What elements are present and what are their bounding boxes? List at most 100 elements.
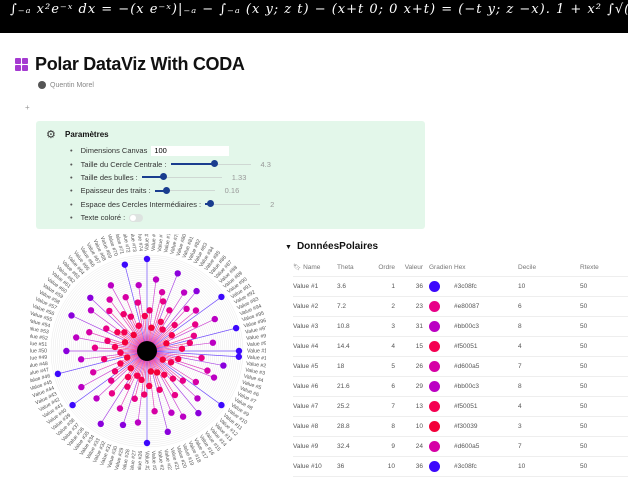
cell[interactable]: #d600a5 bbox=[454, 436, 518, 457]
cell[interactable]: 32.4 bbox=[337, 436, 371, 457]
cell[interactable]: 18 bbox=[337, 356, 371, 377]
table-title[interactable]: ▼ DonnéesPolaires bbox=[285, 241, 378, 252]
cell[interactable]: 50 bbox=[580, 376, 628, 397]
gradient-cell[interactable] bbox=[429, 356, 454, 377]
cell[interactable]: #d600a5 bbox=[454, 356, 518, 377]
central-circle-size-slider[interactable] bbox=[170, 160, 251, 168]
gradient-cell[interactable] bbox=[429, 396, 454, 417]
cell[interactable]: #3c08fc bbox=[454, 456, 518, 477]
cell[interactable]: Value #6 bbox=[293, 376, 337, 397]
cell[interactable]: 36 bbox=[401, 276, 429, 297]
cell[interactable]: 3 bbox=[518, 416, 580, 437]
cell[interactable]: 50 bbox=[580, 436, 628, 457]
cell[interactable]: 7 bbox=[518, 356, 580, 377]
cell[interactable]: Value #5 bbox=[293, 356, 337, 377]
cell[interactable]: 50 bbox=[580, 316, 628, 337]
gradient-cell[interactable] bbox=[429, 416, 454, 437]
cell[interactable]: 29 bbox=[401, 376, 429, 397]
cell[interactable]: #3c08fc bbox=[454, 276, 518, 297]
cell[interactable]: 9 bbox=[371, 436, 401, 457]
cell[interactable]: #f50051 bbox=[454, 336, 518, 357]
cell[interactable]: 4 bbox=[371, 336, 401, 357]
gradient-cell[interactable] bbox=[429, 296, 454, 317]
cell[interactable]: 1 bbox=[371, 276, 401, 297]
cell[interactable]: 4 bbox=[518, 396, 580, 417]
cell[interactable]: 10 bbox=[401, 416, 429, 437]
cell[interactable]: #f50051 bbox=[454, 396, 518, 417]
cell[interactable]: 50 bbox=[580, 416, 628, 437]
cell[interactable]: 26 bbox=[401, 356, 429, 377]
bubble-size-slider[interactable] bbox=[141, 173, 222, 181]
cell[interactable]: 13 bbox=[401, 396, 429, 417]
column-header-decile[interactable]: Decile bbox=[518, 259, 580, 277]
gradient-cell[interactable] bbox=[429, 456, 454, 477]
column-header-hex[interactable]: Hex bbox=[454, 259, 518, 277]
cell[interactable]: 6 bbox=[371, 376, 401, 397]
table-row[interactable]: Value #1 3.6 1 36 #3c08fc 10 50 bbox=[293, 276, 628, 297]
table-row[interactable]: Value #4 14.4 4 15 #f50051 4 50 bbox=[293, 336, 628, 357]
cell[interactable]: 8 bbox=[518, 316, 580, 337]
cell[interactable]: 4 bbox=[518, 336, 580, 357]
column-header-name[interactable]: 🔖︎ Name bbox=[293, 259, 337, 277]
cell[interactable]: #bb00c3 bbox=[454, 376, 518, 397]
intermediate-circle-spacing-slider[interactable] bbox=[205, 200, 261, 208]
cell[interactable]: #e80087 bbox=[454, 296, 518, 317]
cell[interactable]: 5 bbox=[371, 356, 401, 377]
gradient-cell[interactable] bbox=[429, 436, 454, 457]
column-header-gradien[interactable]: Gradien bbox=[429, 259, 454, 277]
cell[interactable]: 36 bbox=[337, 456, 371, 477]
cell[interactable]: Value #1 bbox=[293, 276, 337, 297]
table-row[interactable]: Value #3 10.8 3 31 #bb00c3 8 50 bbox=[293, 316, 628, 337]
colored-text-toggle[interactable] bbox=[129, 213, 144, 222]
author[interactable]: Quentin Morel bbox=[38, 81, 94, 89]
cell[interactable]: 7.2 bbox=[337, 296, 371, 317]
gradient-cell[interactable] bbox=[429, 276, 454, 297]
cell[interactable]: 50 bbox=[580, 336, 628, 357]
cell[interactable]: 24 bbox=[401, 436, 429, 457]
collapse-triangle-icon[interactable]: ▼ bbox=[285, 244, 292, 251]
cell[interactable]: 3.6 bbox=[337, 276, 371, 297]
cell[interactable]: 25.2 bbox=[337, 396, 371, 417]
cell[interactable]: Value #9 bbox=[293, 436, 337, 457]
cell[interactable]: 50 bbox=[580, 456, 628, 477]
cell[interactable]: Value #3 bbox=[293, 316, 337, 337]
table-row[interactable]: Value #7 25.2 7 13 #f50051 4 50 bbox=[293, 396, 628, 417]
cell[interactable]: 6 bbox=[518, 296, 580, 317]
cell[interactable]: 10 bbox=[518, 456, 580, 477]
cell[interactable]: Value #2 bbox=[293, 296, 337, 317]
cell[interactable]: Value #7 bbox=[293, 396, 337, 417]
table-row[interactable]: Value #9 32.4 9 24 #d600a5 7 50 bbox=[293, 436, 628, 457]
cell[interactable]: 7 bbox=[371, 396, 401, 417]
cell[interactable]: 31 bbox=[401, 316, 429, 337]
cell[interactable]: Value #10 bbox=[293, 456, 337, 477]
cell[interactable]: 10 bbox=[371, 456, 401, 477]
canvas-dimensions-input[interactable] bbox=[151, 145, 230, 156]
column-header-theta[interactable]: Theta bbox=[337, 259, 371, 277]
cell[interactable]: 50 bbox=[580, 296, 628, 317]
cell[interactable]: 14.4 bbox=[337, 336, 371, 357]
table-row[interactable]: Value #10 36 10 36 #3c08fc 10 50 bbox=[293, 456, 628, 477]
cell[interactable]: 8 bbox=[518, 376, 580, 397]
cell[interactable]: #bb00c3 bbox=[454, 316, 518, 337]
cell[interactable]: 28.8 bbox=[337, 416, 371, 437]
column-header-ordre[interactable]: Ordre bbox=[371, 259, 401, 277]
column-header-valeur[interactable]: Valeur bbox=[401, 259, 429, 277]
cell[interactable]: 3 bbox=[371, 316, 401, 337]
cell[interactable]: 7 bbox=[518, 436, 580, 457]
cell[interactable]: 50 bbox=[580, 276, 628, 297]
cell[interactable]: 21.6 bbox=[337, 376, 371, 397]
cell[interactable]: 10.8 bbox=[337, 316, 371, 337]
line-thickness-slider[interactable] bbox=[154, 186, 215, 195]
cell[interactable]: 23 bbox=[401, 296, 429, 317]
cell[interactable]: Value #8 bbox=[293, 416, 337, 437]
cell[interactable]: #f30039 bbox=[454, 416, 518, 437]
gradient-cell[interactable] bbox=[429, 316, 454, 337]
cell[interactable]: 8 bbox=[371, 416, 401, 437]
add-block-button[interactable]: + bbox=[25, 103, 30, 112]
table-row[interactable]: Value #5 18 5 26 #d600a5 7 50 bbox=[293, 356, 628, 377]
gradient-cell[interactable] bbox=[429, 336, 454, 357]
table-row[interactable]: Value #2 7.2 2 23 #e80087 6 50 bbox=[293, 296, 628, 317]
cell[interactable]: 36 bbox=[401, 456, 429, 477]
cell[interactable]: Value #4 bbox=[293, 336, 337, 357]
gradient-cell[interactable] bbox=[429, 376, 454, 397]
